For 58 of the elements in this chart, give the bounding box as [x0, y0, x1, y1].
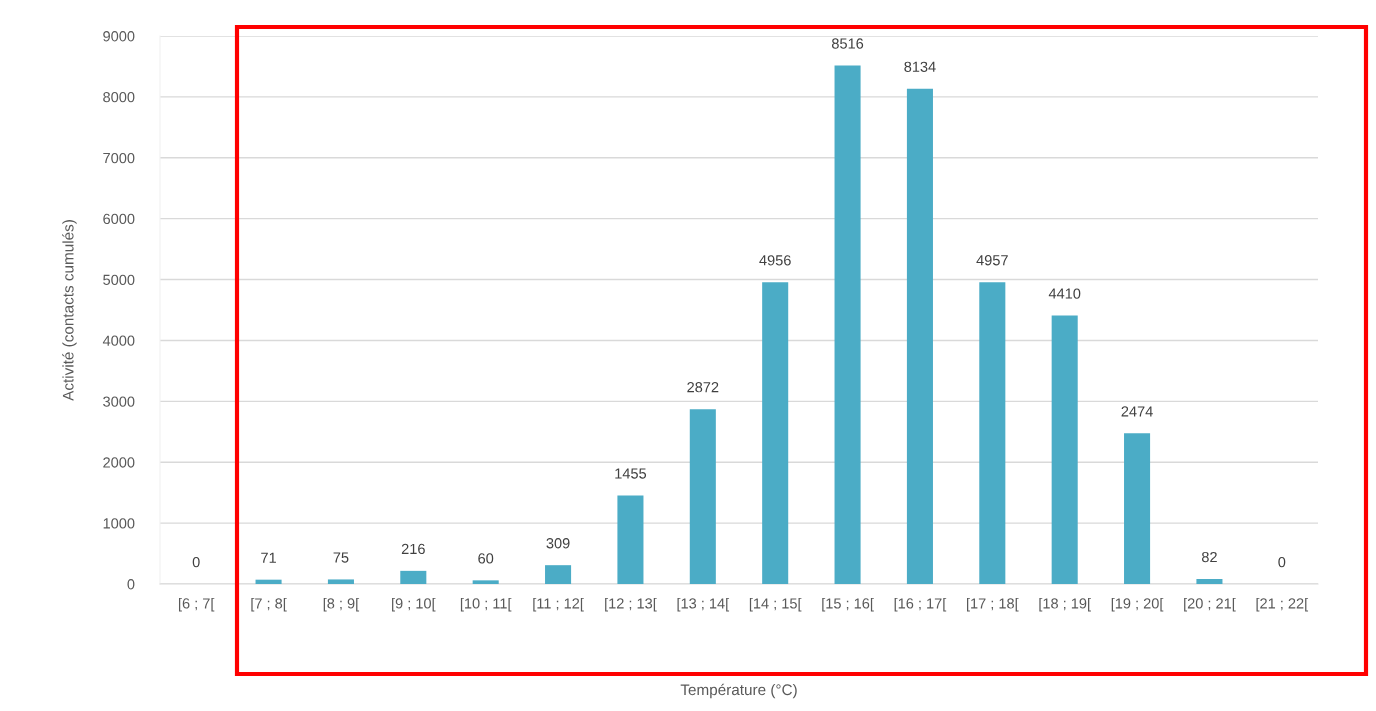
- data-label: 60: [478, 553, 494, 564]
- x-tick-label: [7 ; 8[: [251, 597, 287, 612]
- bar: [1124, 433, 1151, 584]
- x-axis-title: Température (°C): [680, 683, 797, 699]
- bar: [400, 570, 427, 584]
- data-label: 2872: [687, 382, 719, 393]
- x-tick-label: [9 ; 10[: [392, 597, 436, 612]
- x-tick-label: [21 ; 22[: [1256, 597, 1309, 612]
- data-label: 8134: [904, 61, 936, 72]
- x-tick-label: [11 ; 12[: [533, 597, 584, 612]
- bar: [689, 409, 716, 584]
- x-tick-label: [20 ; 21[: [1184, 597, 1236, 612]
- data-label: 0: [192, 556, 200, 568]
- data-label: 0: [1278, 556, 1286, 568]
- y-tick-label: 0: [127, 579, 135, 590]
- x-tick-label: [14 ; 15[: [749, 597, 802, 612]
- x-tick-label: [13 ; 14[: [677, 597, 730, 612]
- x-tick-label: [15 ; 16[: [822, 597, 874, 612]
- y-tick-label: 8000: [103, 91, 135, 103]
- y-axis-title: Activité (contacts cumulés): [62, 220, 77, 401]
- y-tick-label: 6000: [103, 213, 135, 225]
- y-tick-label: 3000: [103, 396, 135, 407]
- data-label: 2474: [1121, 406, 1153, 417]
- data-label: 8516: [831, 38, 864, 49]
- bar: [834, 65, 861, 584]
- x-tick-label: [18 ; 19[: [1039, 597, 1091, 612]
- y-tick-label: 9000: [103, 31, 135, 42]
- y-tick-label: 4000: [102, 335, 135, 346]
- bar: [1051, 315, 1078, 584]
- data-label: 82: [1201, 551, 1217, 563]
- x-tick-label: [16 ; 17[: [894, 597, 947, 612]
- x-tick-label: [19 ; 20[: [1111, 597, 1164, 612]
- bar: [1196, 579, 1223, 584]
- data-label: 4957: [976, 255, 1008, 266]
- data-label: 309: [546, 538, 570, 549]
- bar: [472, 580, 499, 584]
- y-tick-label: 5000: [103, 274, 135, 285]
- x-tick-label: [6 ; 7[: [178, 597, 215, 612]
- bar: [255, 579, 282, 584]
- x-tick-label: [10 ; 11[: [460, 597, 512, 612]
- data-label: 4410: [1048, 288, 1081, 299]
- bar: [617, 495, 644, 584]
- data-label: 71: [261, 552, 276, 563]
- x-tick-label: [12 ; 13[: [605, 597, 657, 612]
- bar: [762, 282, 789, 584]
- data-label: 4956: [759, 255, 791, 266]
- data-label: 75: [333, 552, 349, 563]
- bar: [327, 579, 354, 584]
- y-tick-label: 1000: [103, 518, 135, 529]
- data-label: 1455: [615, 468, 647, 479]
- bar: [906, 88, 933, 584]
- x-tick-label: [8 ; 9[: [323, 597, 360, 612]
- x-tick-label: [17 ; 18[: [967, 597, 1019, 612]
- bar: [979, 282, 1006, 584]
- y-tick-label: 7000: [103, 152, 135, 164]
- data-label: 216: [401, 543, 425, 555]
- y-tick-label: 2000: [103, 457, 135, 468]
- bar: [545, 565, 572, 584]
